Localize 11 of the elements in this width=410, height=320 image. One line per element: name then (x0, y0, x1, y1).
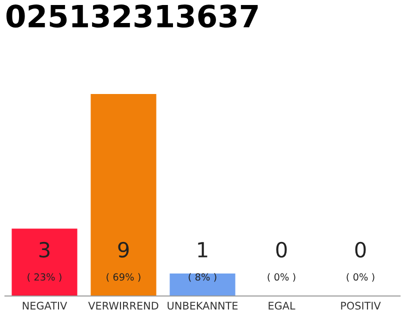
chart-title: 025132313637 (6, 4, 258, 28)
data-label: 3 ( 23% ) (28, 242, 62, 282)
x-tick-label: POSITIV (341, 302, 381, 310)
x-tick-label: EGAL (268, 302, 296, 310)
data-label: 0 ( 0% ) (346, 242, 374, 282)
x-tick-label: VERWIRREND (88, 302, 158, 310)
data-label: 0 ( 0% ) (268, 242, 296, 282)
data-label: 1 ( 8% ) (188, 242, 216, 282)
x-tick-label: UNBEKANNTE (168, 302, 238, 310)
data-label: 9 ( 69% ) (106, 242, 140, 282)
x-tick-label: NEGATIV (22, 302, 68, 310)
